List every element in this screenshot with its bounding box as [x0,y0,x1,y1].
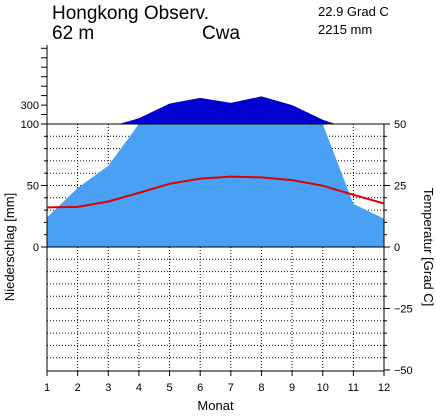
right-tick-label: 50 [394,119,406,131]
x-tick-label: 4 [136,382,142,394]
x-tick-label: 7 [228,382,234,394]
station-name: Hongkong Observ. [52,3,209,24]
station-elevation: 62 m [52,23,94,44]
x-tick-label: 10 [317,382,329,394]
left-tick-label: 0 [33,242,39,254]
x-tick-label: 3 [105,382,111,394]
x-tick-label: 1 [44,382,50,394]
left-tick-label: 50 [27,181,39,193]
chart-header: Hongkong Observ. 62 m Cwa 22.9 Grad C 22… [52,3,389,44]
x-tick-label: 6 [197,382,203,394]
x-tick-label: 2 [75,382,81,394]
x-tick-label: 9 [289,382,295,394]
left-tick-label: 300 [21,100,39,112]
precipitation-area [47,124,384,247]
x-tick-label: 12 [378,382,390,394]
annual-precipitation: 2215 mm [318,22,372,37]
right-tick-label: −25 [394,304,413,316]
x-tick-label: 11 [348,382,359,394]
temperature-line [46,175,385,209]
right-tick-label: −50 [394,365,413,377]
right-tick-label: 25 [394,181,406,193]
precipitation-excess-area [119,96,336,124]
x-tick-label: 5 [166,382,172,394]
x-tick-label: 8 [258,382,264,394]
annual-mean-temperature: 22.9 Grad C [318,4,389,19]
left-tick-label: 100 [21,119,39,131]
left-axis-title: Niederschlag [mm] [2,193,17,301]
right-axis-title: Temperatur [Grad C] [421,188,436,307]
x-axis-title: Monat [197,398,234,413]
climate-classification: Cwa [202,23,240,44]
right-tick-label: 0 [394,242,400,254]
